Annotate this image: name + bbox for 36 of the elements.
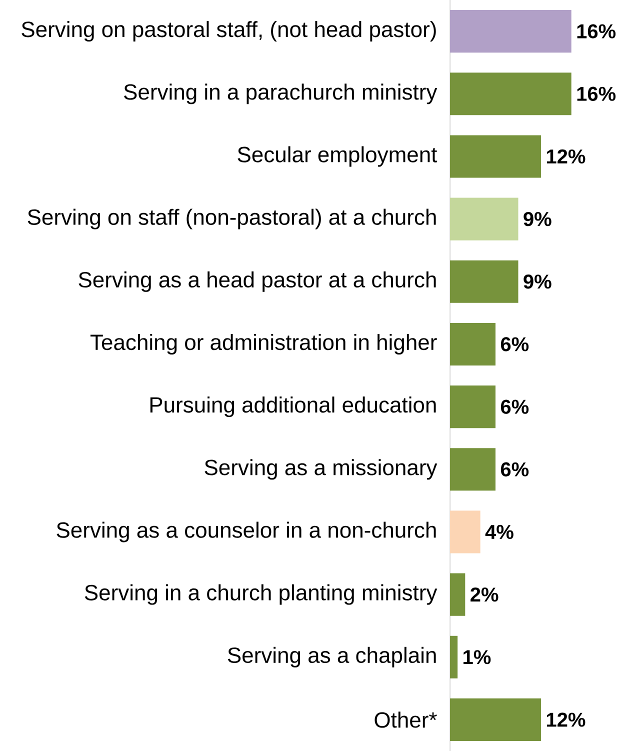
y-tick-label: Serving as a counselor in a non-church (56, 522, 436, 542)
y-tick-label: Serving in a parachurch ministry (124, 84, 438, 104)
bar (450, 636, 458, 678)
bar (450, 10, 572, 53)
data-label: 12% (546, 712, 586, 727)
y-tick-label: Serving on pastoral staff, (not head pastor) (22, 21, 436, 42)
data-label: 9% (524, 274, 552, 289)
data-label: 1% (464, 650, 491, 664)
data-label: 4% (485, 524, 514, 539)
y-tick-label: Serving as a head pastor at a church (78, 271, 436, 292)
bar (450, 135, 542, 178)
data-label: 2% (470, 587, 498, 602)
bar (450, 448, 496, 491)
y-tick-label: Serving as a missionary (204, 459, 438, 480)
data-label: 6% (500, 462, 529, 476)
bar (450, 198, 518, 240)
y-tick-label: Serving in a church planting ministry (84, 584, 438, 605)
data-label: 12% (546, 149, 586, 164)
bar (450, 510, 480, 554)
bar (450, 322, 496, 366)
y-tick-label: Pursuing additional education (150, 396, 436, 418)
y-tick-label: Secular employment (238, 146, 438, 167)
data-label: 6% (500, 337, 529, 352)
bar (450, 698, 542, 741)
bar (450, 573, 466, 616)
y-tick-label: Other* (374, 712, 437, 728)
bar (450, 72, 572, 116)
y-tick-label: Serving as a chaplain (228, 646, 436, 668)
data-label: 16% (577, 86, 616, 101)
y-tick-label: Teaching or administration in higher (90, 334, 437, 354)
bar (450, 386, 496, 428)
data-label: 9% (524, 212, 552, 226)
bar (450, 260, 518, 303)
data-label: 16% (577, 24, 616, 38)
data-label: 6% (500, 400, 529, 414)
y-tick-label: Serving on staff (non-pastoral) at a church (28, 208, 436, 230)
